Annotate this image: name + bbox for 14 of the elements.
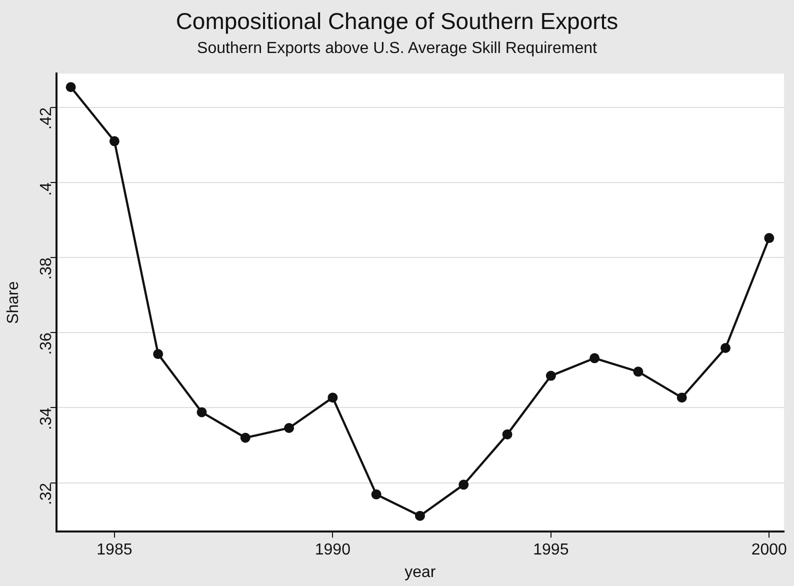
x-tick-label: 1990: [314, 542, 351, 559]
x-tick-label: 1985: [96, 542, 132, 559]
y-tick-label: .36: [38, 332, 55, 355]
y-tick-label: .4: [38, 182, 55, 196]
x-tick-label: 2000: [751, 542, 788, 559]
y-axis-title: Share: [5, 281, 22, 324]
y-tick-label: .32: [38, 482, 55, 506]
y-tick-label: .34: [38, 408, 55, 430]
y-tick-label: .38: [38, 257, 55, 280]
chart-subtitle: Southern Exports above U.S. Average Skill Requirement: [196, 40, 598, 58]
y-tick-label: .42: [38, 107, 55, 130]
chart-title: Compositional Change of Southern Exports: [174, 8, 620, 35]
x-axis-title: year: [404, 564, 436, 581]
x-tick-label: 1995: [533, 542, 569, 559]
